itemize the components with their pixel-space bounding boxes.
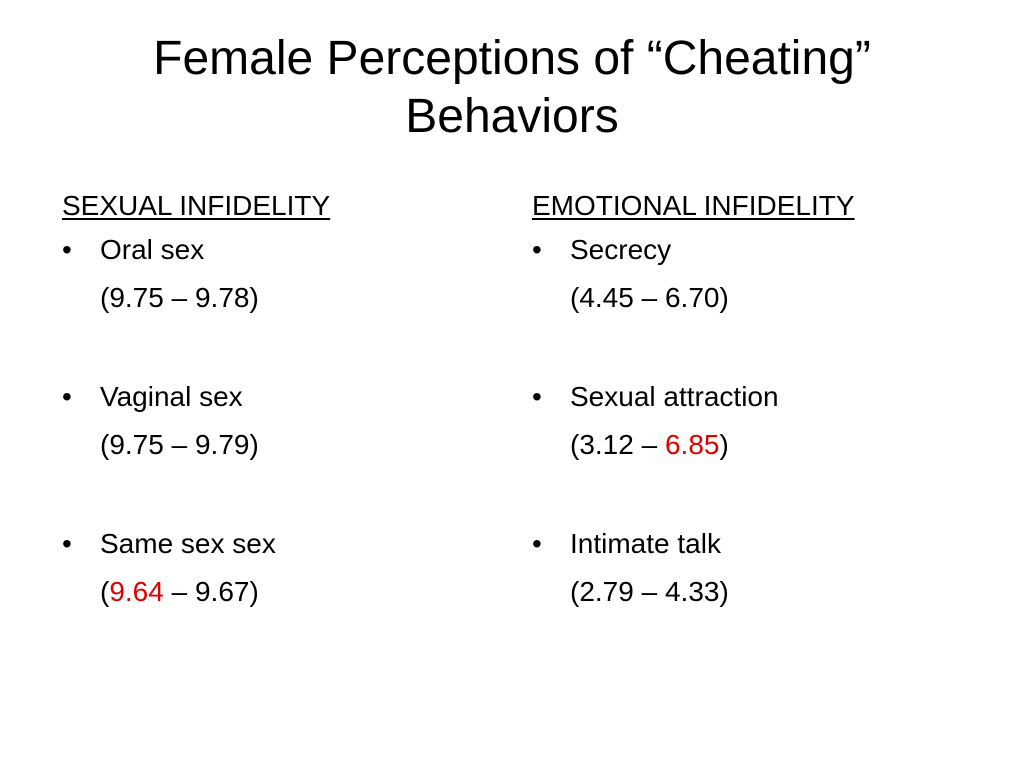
range-high: 9.78 xyxy=(194,282,250,313)
bullet-icon: • xyxy=(532,234,542,265)
slide-title: Female Perceptions of “Cheating” Behavio… xyxy=(40,30,984,146)
bullet-icon: • xyxy=(62,528,72,559)
item-label: Sexual attraction xyxy=(570,381,779,412)
range-low: 9.75 xyxy=(109,429,164,460)
sexual-infidelity-heading: SEXUAL INFIDELITY xyxy=(62,190,331,221)
list-item-secrecy: • Secrecy (4.45 – 6.70) xyxy=(532,226,972,373)
slide-title-line-2: Behaviors xyxy=(405,90,619,143)
item-range: (9.75 – 9.79) xyxy=(100,429,259,460)
item-range: (9.64 – 9.67) xyxy=(100,576,259,607)
list-item-intimate-talk: • Intimate talk (2.79 – 4.33) xyxy=(532,520,972,667)
list-item-same-sex-sex: • Same sex sex (9.64 – 9.67) xyxy=(62,520,502,667)
item-label: Same sex sex xyxy=(100,528,276,559)
bullet-icon: • xyxy=(62,234,72,265)
item-label: Intimate talk xyxy=(570,528,721,559)
item-label: Vaginal sex xyxy=(100,381,243,412)
range-low: 3.12 xyxy=(579,429,634,460)
emotional-infidelity-heading: EMOTIONAL INFIDELITY xyxy=(532,190,855,221)
item-range: (9.75 – 9.78) xyxy=(100,282,259,313)
item-range: (4.45 – 6.70) xyxy=(570,282,729,313)
list-item-sexual-attraction: • Sexual attraction (3.12 – 6.85) xyxy=(532,373,972,520)
range-low-highlighted: 9.64 xyxy=(109,576,164,607)
range-low: 9.75 xyxy=(109,282,164,313)
item-label: Oral sex xyxy=(100,234,205,265)
sexual-infidelity-column: SEXUAL INFIDELITY • Oral sex (9.75 – 9.7… xyxy=(62,186,502,667)
range-high: 4.33 xyxy=(664,576,720,607)
range-high: 9.67 xyxy=(194,576,250,607)
range-low: 2.79 xyxy=(579,576,634,607)
range-high: 9.79 xyxy=(194,429,250,460)
range-low: 4.45 xyxy=(579,282,634,313)
slide-title-line-1: Female Perceptions of “Cheating” xyxy=(153,32,871,85)
list-item-oral-sex: • Oral sex (9.75 – 9.78) xyxy=(62,226,502,373)
bullet-icon: • xyxy=(62,381,72,412)
item-label: Secrecy xyxy=(570,234,672,265)
bullet-icon: • xyxy=(532,381,542,412)
range-high: 6.70 xyxy=(664,282,720,313)
item-range: (3.12 – 6.85) xyxy=(570,429,729,460)
emotional-infidelity-column: EMOTIONAL INFIDELITY • Secrecy (4.45 – 6… xyxy=(532,186,972,667)
range-high-highlighted: 6.85 xyxy=(664,429,720,460)
item-range: (2.79 – 4.33) xyxy=(570,576,729,607)
list-item-vaginal-sex: • Vaginal sex (9.75 – 9.79) xyxy=(62,373,502,520)
bullet-icon: • xyxy=(532,528,542,559)
